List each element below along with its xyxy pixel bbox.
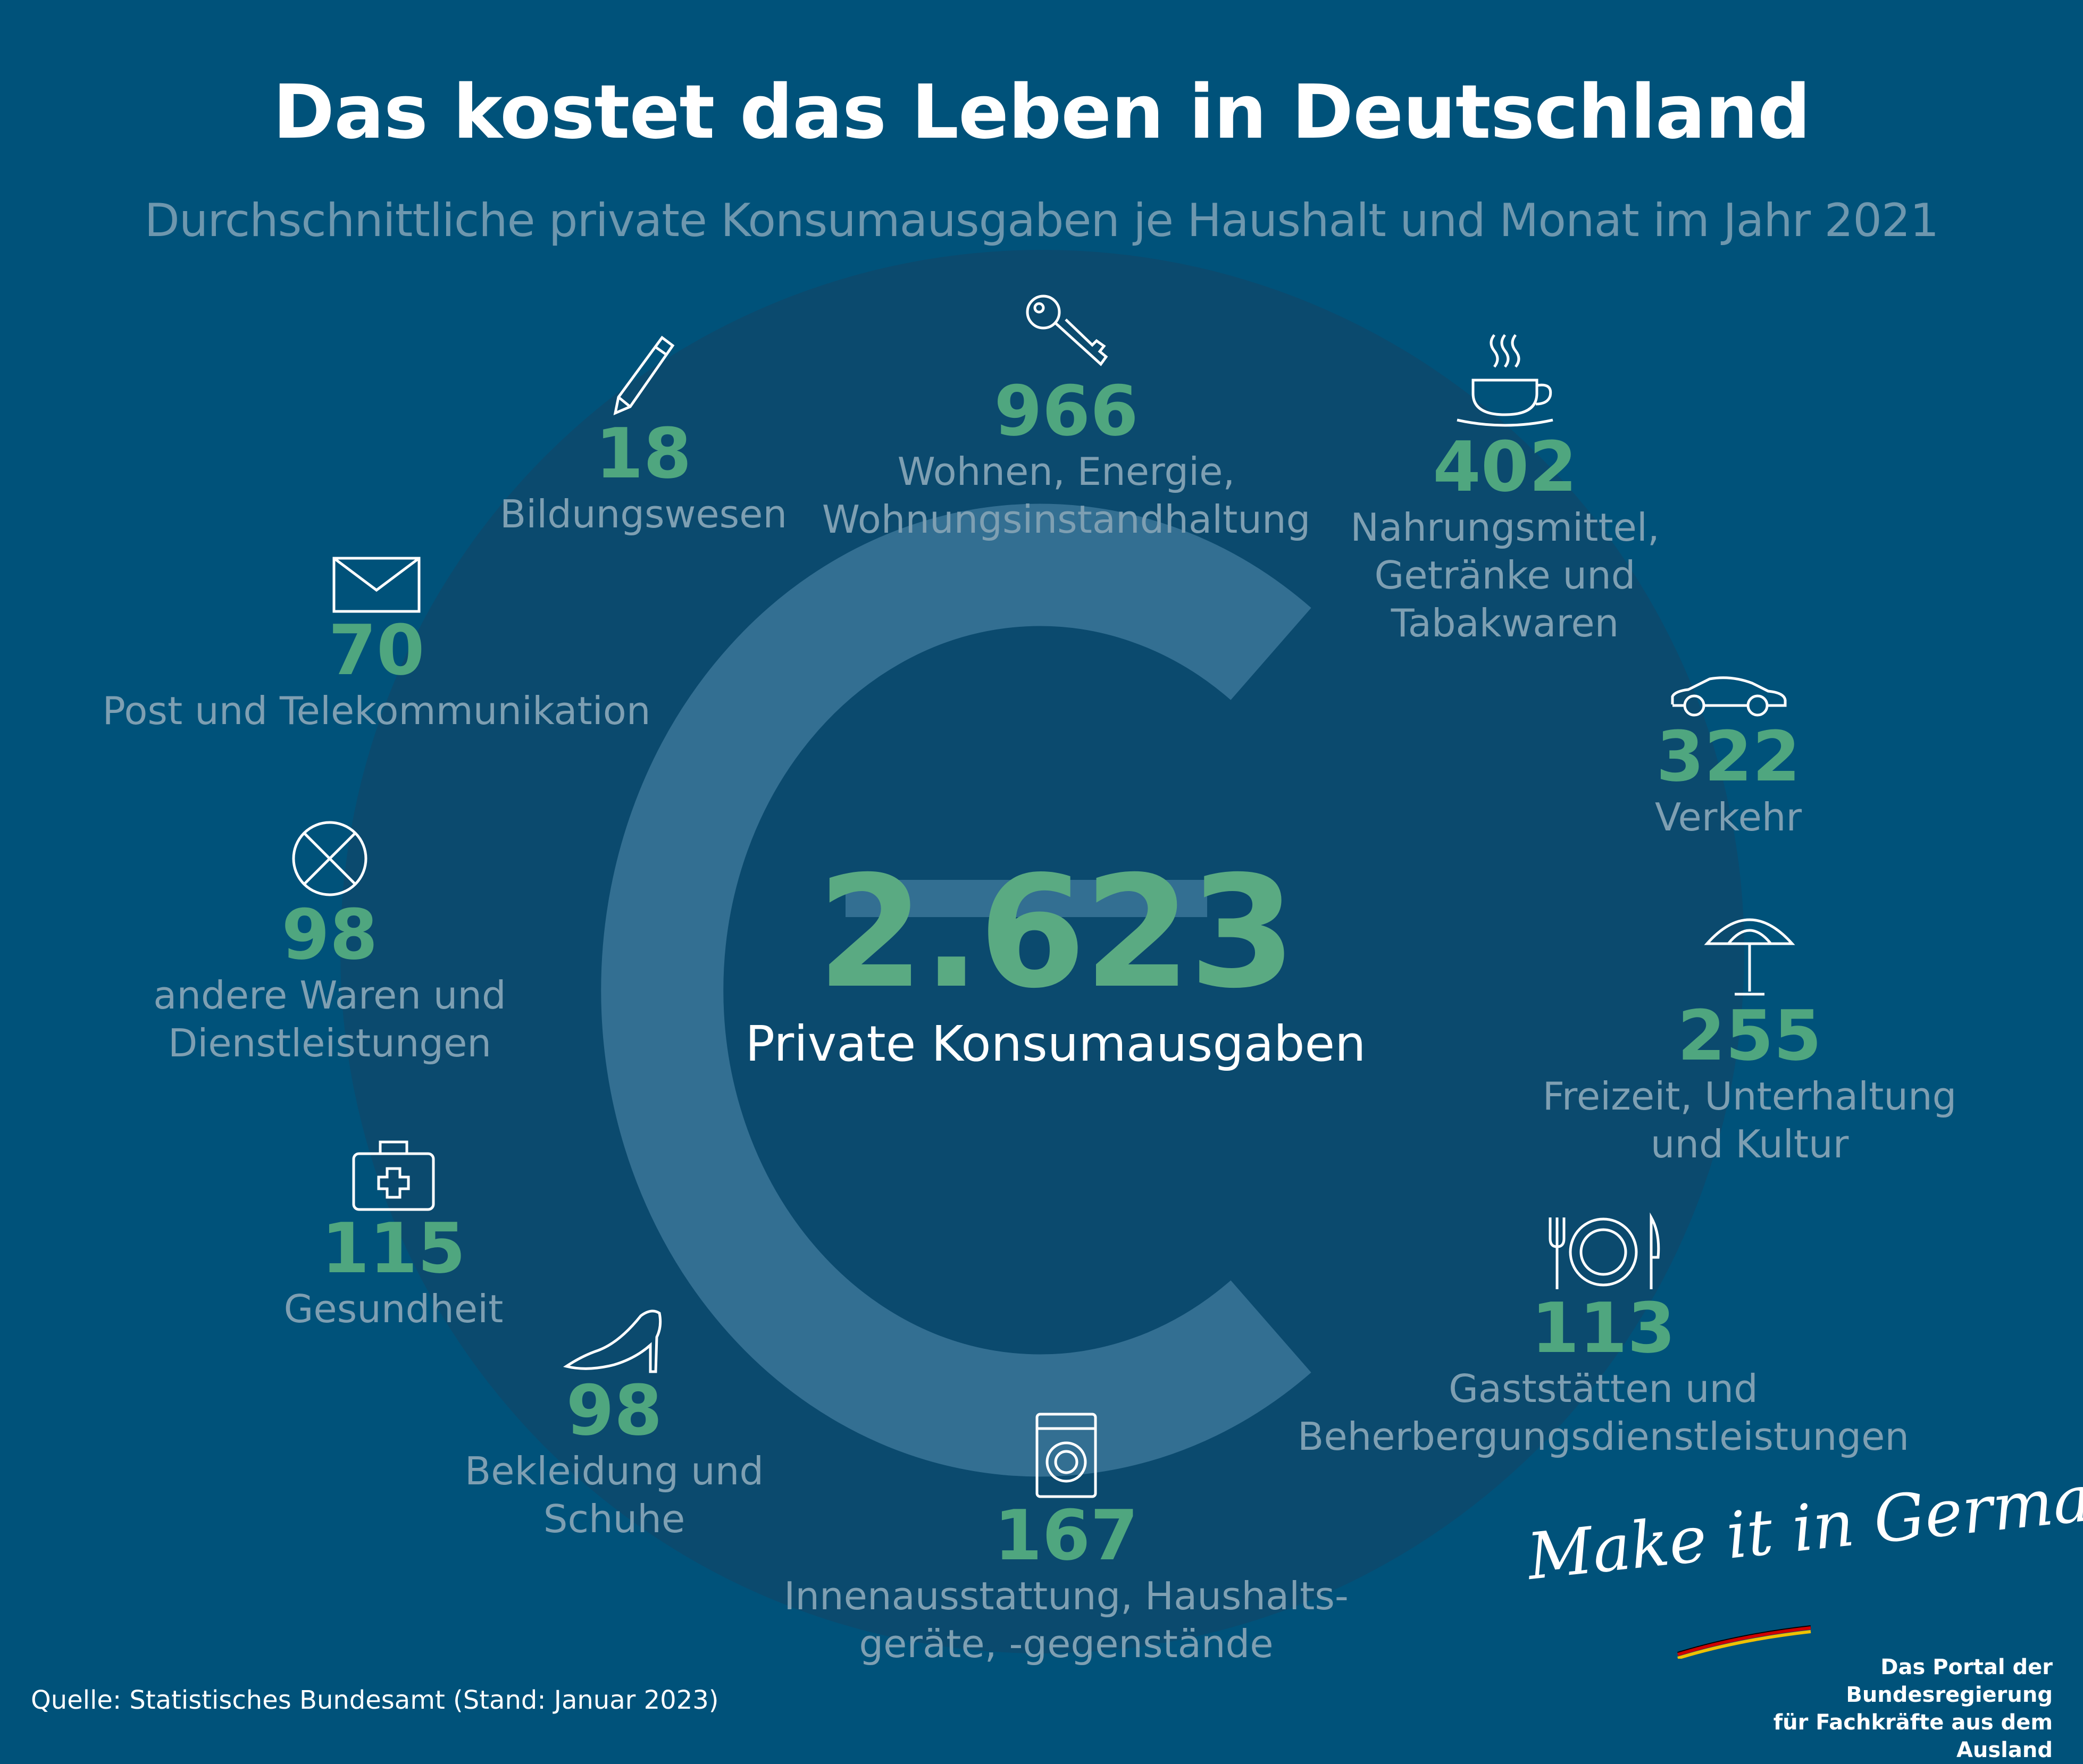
cutlery-plate-icon bbox=[1549, 1212, 1660, 1289]
first-aid-kit-icon bbox=[352, 1140, 435, 1211]
euro-arc bbox=[601, 503, 1311, 1477]
category-label: Gaststätten und Beherbergungsdienstleist… bbox=[1297, 1366, 1910, 1459]
category-innenausstattung: 167 Innenausstattung, Haushalts- geräte,… bbox=[721, 1412, 1412, 1668]
category-value: 113 bbox=[1531, 1288, 1676, 1368]
category-bildungswesen: 18 Bildungswesen bbox=[298, 332, 989, 538]
euro-bar bbox=[846, 880, 1207, 917]
category-gaststaetten: 113 Gaststätten und Beherbergungsdienstl… bbox=[1258, 1212, 1949, 1460]
high-heel-shoe-icon bbox=[563, 1309, 662, 1373]
category-value: 98 bbox=[566, 1370, 663, 1451]
category-nahrungsmittel: 402 Nahrungsmittel, Getränke und Tabakwa… bbox=[1159, 330, 1851, 647]
category-gesundheit: 115 Gesundheit bbox=[48, 1138, 739, 1333]
category-andere-waren: 98 andere Waren und Dienstleistungen bbox=[0, 819, 675, 1067]
category-label: andere Waren und Dienstleistungen bbox=[153, 972, 506, 1065]
parasol-icon bbox=[1704, 918, 1795, 996]
category-value: 322 bbox=[1656, 716, 1801, 797]
portal-line-2: für Fachkräfte aus dem Ausland bbox=[1773, 1710, 2053, 1762]
category-value: 167 bbox=[994, 1495, 1139, 1576]
category-label: Wohnen, Energie, Wohnungsinstandhaltung bbox=[822, 449, 1311, 542]
category-value: 966 bbox=[994, 371, 1139, 451]
category-label: Post und Telekommunikation bbox=[102, 688, 651, 733]
category-post: 70 Post und Telekommunikation bbox=[31, 556, 722, 735]
key-icon bbox=[1026, 295, 1108, 366]
coffee-cup-icon bbox=[1457, 334, 1553, 427]
portal-text: Das Portal der Bundesregierung für Fachk… bbox=[1712, 1653, 2053, 1764]
category-label: Verkehr bbox=[1654, 794, 1802, 839]
envelope-icon bbox=[332, 557, 421, 613]
page-title: Das kostet das Leben in Deutschland bbox=[272, 69, 1811, 156]
category-value: 115 bbox=[321, 1208, 466, 1289]
category-label: Gesundheit bbox=[283, 1286, 504, 1331]
category-label: Bekleidung und Schuhe bbox=[464, 1448, 764, 1541]
page-subtitle: Durchschnittliche private Konsumausgaben… bbox=[144, 194, 1939, 247]
category-value: 255 bbox=[1677, 995, 1822, 1076]
category-verkehr: 322 Verkehr bbox=[1383, 673, 2074, 841]
washing-machine-icon bbox=[1035, 1413, 1097, 1498]
category-value: 402 bbox=[1433, 426, 1577, 507]
total-value: 2.623 bbox=[817, 843, 1296, 1022]
total-label: Private Konsumausgaben bbox=[745, 1015, 1366, 1072]
category-value: 70 bbox=[328, 610, 425, 691]
category-bekleidung: 98 Bekleidung und Schuhe bbox=[269, 1305, 960, 1543]
category-value: 18 bbox=[595, 413, 692, 494]
source-note: Quelle: Statistisches Bundesamt (Stand: … bbox=[31, 1685, 719, 1715]
pencil-icon bbox=[613, 335, 675, 416]
total-spending: 2.623 Private Konsumausgaben bbox=[683, 843, 1428, 1073]
category-label: Nahrungsmittel, Getränke und Tabakwaren bbox=[1350, 505, 1660, 645]
category-value: 98 bbox=[281, 894, 378, 975]
category-label: Freizeit, Unterhaltung und Kultur bbox=[1542, 1073, 1957, 1166]
category-freizeit: 255 Freizeit, Unterhaltung und Kultur bbox=[1404, 906, 2083, 1168]
car-icon bbox=[1671, 676, 1787, 717]
portal-line-1: Das Portal der Bundesregierung bbox=[1846, 1655, 2053, 1707]
category-wohnen: 966 Wohnen, Energie, Wohnungsinstandhalt… bbox=[721, 290, 1412, 543]
flag-stripes-icon bbox=[1677, 1625, 1811, 1659]
category-label: Innenausstattung, Haushalts- geräte, -ge… bbox=[784, 1573, 1349, 1666]
category-label: Bildungswesen bbox=[499, 491, 788, 536]
crossed-circle-icon bbox=[292, 821, 367, 896]
branding: Make it in Germany Das Portal der Bundes… bbox=[1524, 1454, 2083, 1762]
